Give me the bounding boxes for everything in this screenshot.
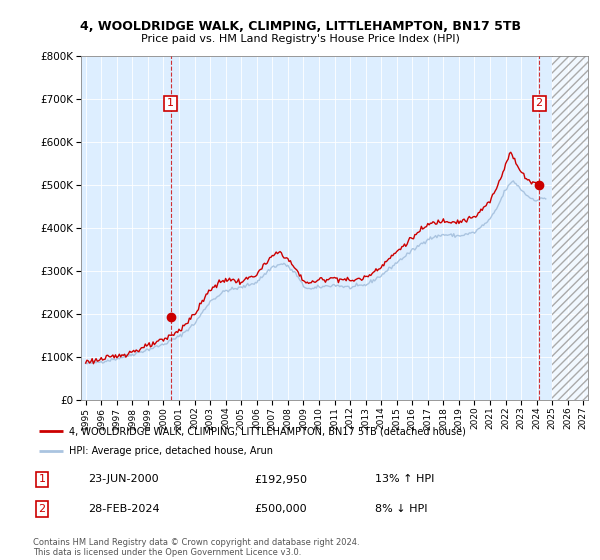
- Text: £192,950: £192,950: [254, 474, 307, 484]
- Text: 13% ↑ HPI: 13% ↑ HPI: [375, 474, 434, 484]
- Text: 8% ↓ HPI: 8% ↓ HPI: [375, 504, 428, 514]
- Text: Contains HM Land Registry data © Crown copyright and database right 2024.
This d: Contains HM Land Registry data © Crown c…: [33, 538, 359, 557]
- Text: 4, WOOLDRIDGE WALK, CLIMPING, LITTLEHAMPTON, BN17 5TB (detached house): 4, WOOLDRIDGE WALK, CLIMPING, LITTLEHAMP…: [69, 426, 466, 436]
- Text: 2: 2: [38, 504, 46, 514]
- Text: £500,000: £500,000: [254, 504, 307, 514]
- Text: Price paid vs. HM Land Registry's House Price Index (HPI): Price paid vs. HM Land Registry's House …: [140, 34, 460, 44]
- Text: 2: 2: [536, 99, 543, 108]
- Text: 23-JUN-2000: 23-JUN-2000: [88, 474, 159, 484]
- Text: 1: 1: [38, 474, 46, 484]
- Text: 28-FEB-2024: 28-FEB-2024: [88, 504, 160, 514]
- Text: HPI: Average price, detached house, Arun: HPI: Average price, detached house, Arun: [69, 446, 273, 456]
- Text: 4, WOOLDRIDGE WALK, CLIMPING, LITTLEHAMPTON, BN17 5TB: 4, WOOLDRIDGE WALK, CLIMPING, LITTLEHAMP…: [79, 20, 521, 32]
- Text: 1: 1: [167, 99, 174, 108]
